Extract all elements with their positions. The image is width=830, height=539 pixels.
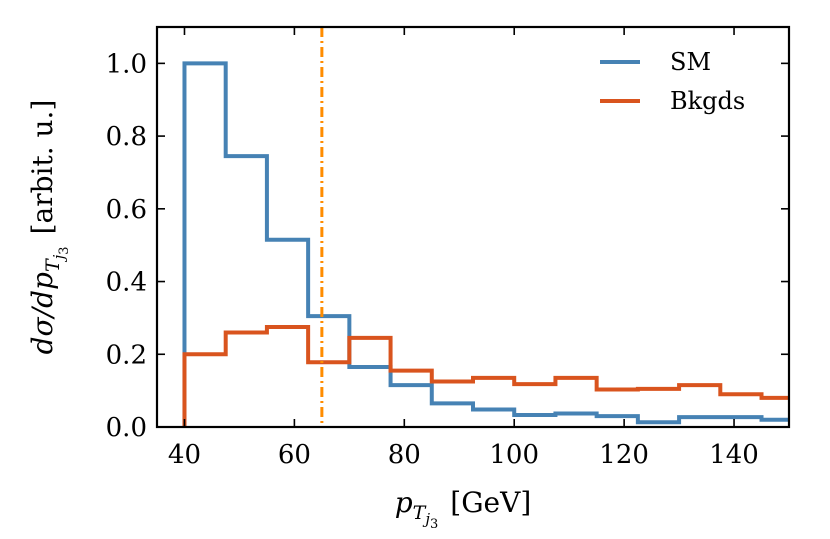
x-tick-label: 80 bbox=[388, 440, 421, 470]
y-axis-label: dσ/dpTj3[arbit. u.] bbox=[26, 100, 72, 355]
y-tick-label: 1.0 bbox=[106, 49, 147, 79]
y-tick-label: 0.0 bbox=[106, 413, 147, 443]
x-tick-label: 100 bbox=[489, 440, 539, 470]
y-tick-label: 0.8 bbox=[106, 122, 147, 152]
legend: SM Bkgds bbox=[600, 48, 745, 115]
x-tick-label: 60 bbox=[278, 440, 311, 470]
plot-frame bbox=[155, 25, 791, 429]
y-tick-label: 0.2 bbox=[106, 340, 147, 370]
x-tick-label: 140 bbox=[709, 440, 759, 470]
x-tick-label: 40 bbox=[168, 440, 201, 470]
x-axis-label: pTj3[GeV] bbox=[395, 486, 532, 532]
legend-label-sm: SM bbox=[670, 48, 711, 76]
y-tick-label: 0.6 bbox=[106, 195, 147, 225]
series-layer bbox=[182, 61, 789, 427]
x-tick-label: 120 bbox=[599, 440, 649, 470]
legend-label-bkgds: Bkgds bbox=[670, 87, 745, 115]
series-line-sm bbox=[182, 61, 789, 427]
tick-layer: 40 60 80 100 120 140 0.0 0.2 0.4 0.6 0.8 1.0 bbox=[106, 27, 789, 470]
y-tick-label: 0.4 bbox=[106, 268, 147, 298]
series-line-bkgds bbox=[182, 325, 789, 427]
